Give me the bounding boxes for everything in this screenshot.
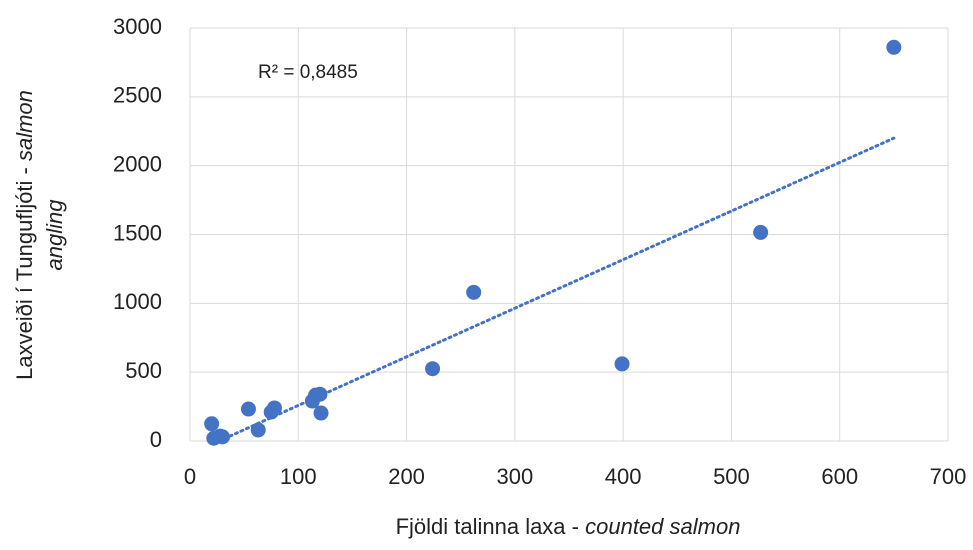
point bbox=[886, 39, 902, 55]
y-tick-label: 0 bbox=[150, 427, 162, 452]
x-tick-label: 200 bbox=[388, 464, 425, 489]
y-label-line: angling bbox=[42, 199, 67, 271]
point bbox=[204, 416, 220, 432]
x-label-part: Fjöldi talinna laxa - bbox=[396, 514, 586, 539]
point bbox=[614, 356, 630, 372]
y-label-part: salmon bbox=[12, 90, 37, 161]
y-axis-label: Laxveiði í Tungufljóti - salmon angling bbox=[12, 90, 67, 380]
y-tick-label: 500 bbox=[125, 358, 162, 383]
x-tick-label: 500 bbox=[713, 464, 750, 489]
x-tick-label: 300 bbox=[496, 464, 533, 489]
point bbox=[214, 429, 230, 445]
r-squared: R² = 0,8485 bbox=[258, 62, 358, 83]
point bbox=[240, 401, 256, 417]
point bbox=[425, 361, 441, 377]
point bbox=[753, 224, 769, 240]
x-axis-label: Fjöldi talinna laxa - counted salmon bbox=[396, 514, 741, 539]
point bbox=[266, 400, 282, 416]
point bbox=[304, 393, 320, 409]
y-tick-label: 1500 bbox=[113, 220, 162, 245]
y-tick-label: 2000 bbox=[113, 151, 162, 176]
y-label-line: Laxveiði í Tungufljóti - salmon bbox=[12, 90, 37, 380]
y-tick-label: 3000 bbox=[113, 14, 162, 39]
x-tick-label: 100 bbox=[280, 464, 317, 489]
point bbox=[313, 405, 329, 421]
x-tick-label: 700 bbox=[930, 464, 967, 489]
y-tick-label: 1000 bbox=[113, 289, 162, 314]
x-tick-label: 600 bbox=[821, 464, 858, 489]
x-tick-label: 400 bbox=[605, 464, 642, 489]
x-label-part: counted salmon bbox=[585, 514, 740, 539]
point bbox=[250, 422, 266, 438]
trendline bbox=[228, 136, 896, 438]
y-tick-label: 2500 bbox=[113, 83, 162, 108]
y-label-part: Laxveiði í Tungufljóti - bbox=[12, 161, 37, 380]
x-tick-label: 0 bbox=[184, 464, 196, 489]
point bbox=[466, 284, 482, 300]
